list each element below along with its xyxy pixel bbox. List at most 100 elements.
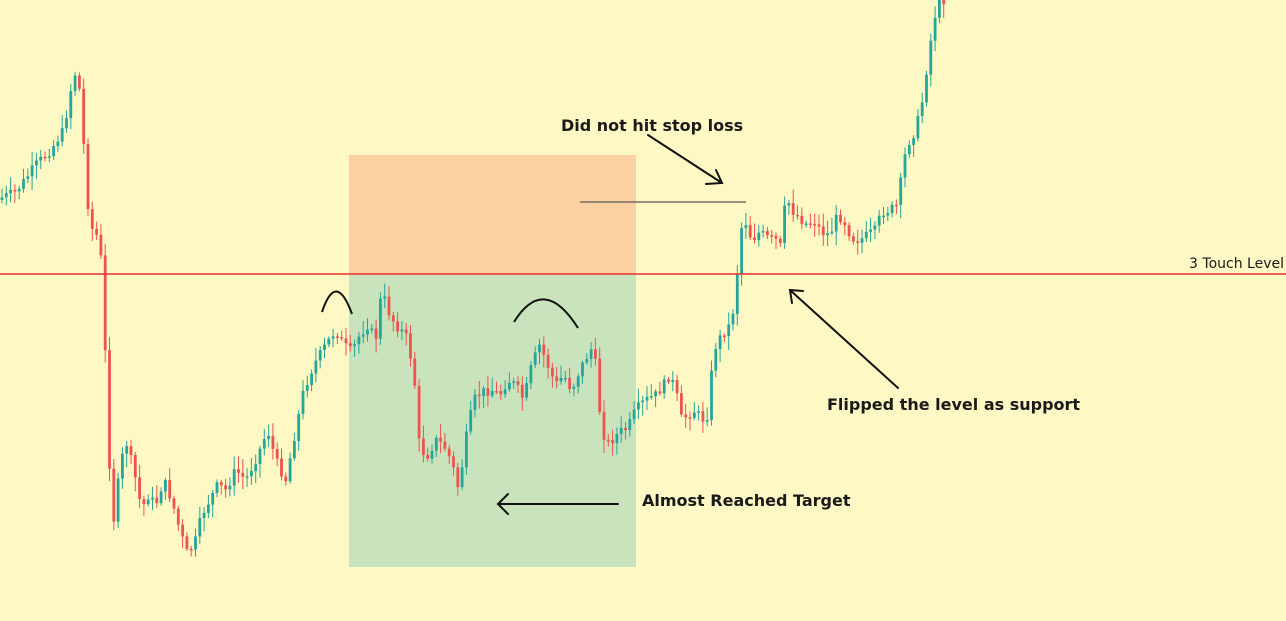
candle-body bbox=[787, 203, 791, 206]
candle-body bbox=[267, 435, 270, 440]
candle-body bbox=[439, 437, 442, 442]
candle-body bbox=[843, 222, 847, 226]
candle-body bbox=[284, 476, 288, 482]
peak-arc-left bbox=[321, 290, 353, 315]
candle-body bbox=[546, 354, 550, 368]
candle-body bbox=[26, 176, 30, 179]
flipped-support-arrow bbox=[788, 288, 899, 389]
candle-body bbox=[925, 74, 928, 103]
candle-body bbox=[632, 409, 636, 420]
candle-body bbox=[22, 178, 25, 189]
candle-body bbox=[99, 234, 103, 256]
candle-body bbox=[813, 224, 817, 226]
candle-body bbox=[168, 480, 172, 499]
candle-body bbox=[353, 344, 356, 347]
candle-body bbox=[714, 349, 718, 371]
candle-body bbox=[864, 231, 868, 239]
candle-body bbox=[783, 205, 786, 243]
candle-body bbox=[344, 338, 348, 344]
candle-body bbox=[146, 499, 150, 505]
candle-body bbox=[675, 380, 679, 394]
candle-body bbox=[727, 324, 731, 337]
candle-body bbox=[589, 349, 593, 359]
candle-body bbox=[903, 154, 907, 178]
candle-body bbox=[637, 402, 640, 410]
candle-body bbox=[129, 446, 133, 455]
candle-body bbox=[538, 344, 541, 353]
candle-body bbox=[13, 189, 17, 192]
candle-body bbox=[495, 391, 498, 393]
candle-body bbox=[723, 335, 726, 337]
candle-body bbox=[598, 358, 602, 413]
candle-body bbox=[830, 231, 834, 234]
candle-body bbox=[254, 464, 258, 471]
candle-body bbox=[791, 203, 795, 215]
candle-body bbox=[370, 328, 374, 331]
candle-body bbox=[47, 156, 51, 158]
candle-body bbox=[258, 448, 262, 465]
candle-body bbox=[907, 145, 911, 155]
candle-body bbox=[409, 333, 412, 359]
candle-body bbox=[615, 433, 619, 444]
level-label: 3 Touch Level bbox=[1189, 256, 1284, 272]
candle-body bbox=[753, 237, 756, 241]
candle-body bbox=[856, 241, 860, 243]
candle-body bbox=[654, 391, 657, 397]
candle-body bbox=[417, 385, 421, 439]
candle-body bbox=[133, 454, 137, 478]
candle-body bbox=[426, 454, 430, 459]
candle-body bbox=[572, 386, 576, 389]
candle-body bbox=[852, 236, 855, 242]
candle-body bbox=[366, 329, 369, 335]
candle-body bbox=[594, 349, 597, 359]
candle-body bbox=[473, 394, 477, 411]
candle-body bbox=[705, 420, 709, 422]
candle-body bbox=[207, 504, 210, 513]
candle-body bbox=[662, 379, 666, 394]
candle-body bbox=[619, 427, 623, 434]
candle-body bbox=[383, 296, 387, 299]
candle-body bbox=[877, 215, 881, 226]
candle-body bbox=[103, 255, 107, 351]
candle-body bbox=[404, 329, 408, 334]
candle-body bbox=[305, 385, 309, 391]
candle-body bbox=[757, 232, 761, 241]
candle-body bbox=[482, 388, 485, 397]
candle-body bbox=[82, 88, 86, 145]
candle-body bbox=[361, 334, 365, 337]
candle-body bbox=[357, 336, 361, 345]
candle-body bbox=[748, 225, 752, 238]
candle-body bbox=[688, 417, 692, 419]
candle-body bbox=[331, 336, 335, 339]
candle-body bbox=[391, 315, 395, 322]
candle-body bbox=[39, 156, 43, 161]
candle-body bbox=[821, 226, 825, 236]
candle-body bbox=[43, 156, 47, 159]
candle-body bbox=[198, 518, 202, 537]
candle-body bbox=[585, 358, 589, 363]
candle-body bbox=[761, 231, 765, 233]
target-arrow bbox=[496, 493, 619, 515]
candle-body bbox=[73, 75, 77, 92]
candle-body bbox=[912, 138, 915, 146]
candle-body bbox=[520, 384, 524, 398]
candle-body bbox=[60, 128, 64, 142]
candle-body bbox=[56, 141, 60, 147]
candle-body bbox=[895, 204, 898, 207]
candle-body bbox=[86, 144, 90, 210]
stop-loss-arrow bbox=[647, 134, 724, 185]
candle-body bbox=[555, 376, 559, 382]
candle-body bbox=[890, 204, 894, 214]
candle-body bbox=[151, 497, 154, 500]
candle-body bbox=[422, 438, 425, 455]
candle-body bbox=[671, 380, 675, 382]
candle-body bbox=[297, 413, 301, 442]
candle-body bbox=[628, 419, 632, 431]
candle-body bbox=[641, 400, 645, 403]
candle-body bbox=[112, 468, 116, 522]
candle-body bbox=[219, 482, 223, 486]
annotation-stop-loss: Did not hit stop loss bbox=[561, 116, 743, 135]
candle-body bbox=[211, 492, 215, 505]
candle-body bbox=[65, 118, 68, 129]
